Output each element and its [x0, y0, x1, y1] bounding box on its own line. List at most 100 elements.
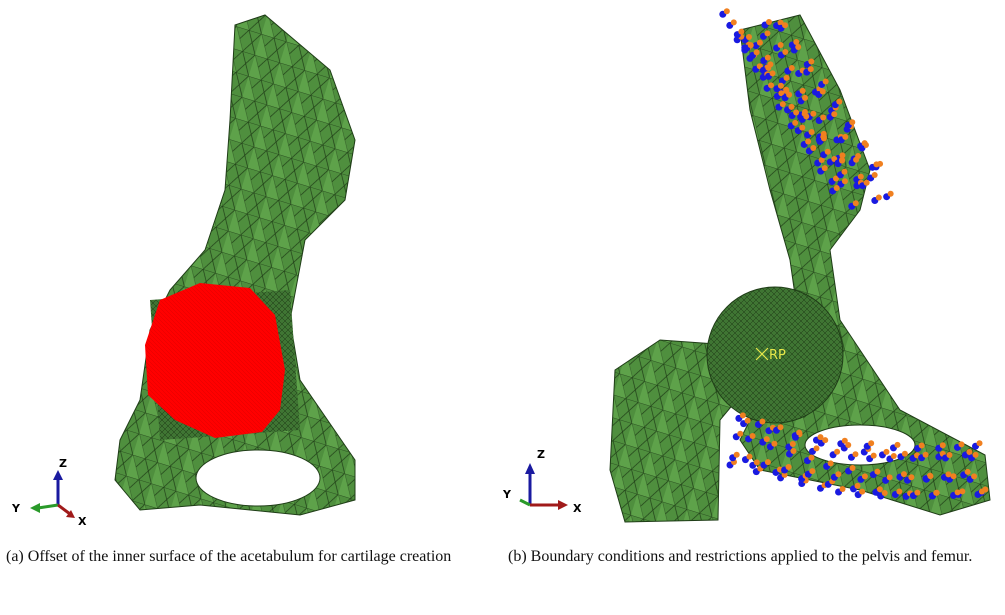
triad-y: Y: [502, 488, 512, 501]
bc-marker: [852, 451, 858, 457]
bc-marker: [923, 452, 929, 458]
bc-marker: [754, 49, 760, 55]
bc-marker: [853, 157, 859, 163]
bc-marker: [802, 95, 808, 101]
bc-marker: [724, 8, 730, 14]
bc-marker: [757, 40, 763, 46]
bc-marker: [825, 149, 831, 155]
bc-marker: [786, 464, 792, 470]
bc-marker: [927, 473, 933, 479]
bc-marker: [828, 460, 834, 466]
bc-marker: [777, 424, 783, 430]
bc-marker: [765, 55, 771, 61]
bc-marker: [817, 434, 823, 440]
bc-marker: [979, 488, 985, 494]
bc-marker: [839, 158, 845, 164]
page: RP Z Y X Z Y X (a) Offset of the inner s…: [0, 0, 1005, 615]
bc-marker: [750, 433, 756, 439]
triad-z: Z: [59, 457, 67, 470]
bc-marker: [790, 441, 796, 447]
bc-marker: [946, 452, 952, 458]
bc-marker: [734, 452, 740, 458]
bc-marker: [810, 111, 816, 117]
bc-marker: [842, 438, 848, 444]
bc-marker: [803, 113, 809, 119]
bc-marker: [966, 449, 972, 455]
bc-marker: [805, 138, 811, 144]
bc-marker: [842, 178, 848, 184]
caption: (b) Boundary conditions and restrictions…: [508, 546, 1003, 568]
bc-marker: [766, 19, 772, 25]
bc-marker: [771, 441, 777, 447]
bc-marker: [945, 471, 951, 477]
bc-marker: [951, 473, 957, 479]
bc-marker: [782, 22, 788, 28]
bc-marker: [790, 448, 796, 454]
bc-marker: [786, 92, 792, 98]
bc-marker: [746, 34, 752, 40]
bc-marker: [933, 490, 939, 496]
bc-marker: [940, 442, 946, 448]
bc-marker: [808, 66, 814, 72]
triad-z: Z: [537, 448, 545, 461]
bc-marker: [740, 412, 746, 418]
bc-marker: [782, 49, 788, 55]
bc-marker: [788, 104, 794, 110]
caption: (a) Offset of the inner surface of the a…: [6, 546, 481, 568]
bc-marker: [800, 88, 806, 94]
bc-marker: [836, 99, 842, 105]
bc-marker: [955, 489, 961, 495]
bc-marker: [792, 120, 798, 126]
bc-marker: [813, 445, 819, 451]
bc-marker: [768, 82, 774, 88]
bc-marker: [887, 474, 893, 480]
axis-triad: Z Y X: [11, 457, 87, 528]
bc-marker: [823, 78, 829, 84]
rp-label: RP: [769, 348, 786, 363]
bc-marker: [849, 119, 855, 125]
bc-marker: [874, 469, 880, 475]
bc-marker: [858, 174, 864, 180]
bc-marker: [754, 459, 760, 465]
bc-marker: [808, 455, 814, 461]
bc-marker: [908, 474, 914, 480]
bc-marker: [835, 471, 841, 477]
bc-marker: [965, 469, 971, 475]
bc-marker: [901, 471, 907, 477]
bc-marker: [882, 490, 888, 496]
bc-marker: [770, 70, 776, 76]
bc-marker: [872, 172, 878, 178]
bc-marker: [868, 440, 874, 446]
bc-marker: [877, 486, 883, 492]
bc-marker: [841, 169, 847, 175]
bc-marker: [765, 459, 771, 465]
bc-marker: [789, 65, 795, 71]
bc-marker: [883, 449, 889, 455]
bc-marker: [793, 39, 799, 45]
bc-marker: [873, 161, 879, 167]
axis-triad: Z Y X: [502, 448, 582, 515]
triad-x: X: [78, 515, 87, 528]
bc-marker: [799, 125, 805, 131]
figure: RP Z Y X Z Y X: [0, 0, 1005, 535]
bc-marker: [834, 185, 840, 191]
bc-marker: [731, 19, 737, 25]
bc-marker: [891, 453, 897, 459]
bc-marker: [854, 483, 860, 489]
bc-marker: [764, 436, 770, 442]
bc-marker: [784, 75, 790, 81]
bc-marker: [853, 200, 859, 206]
bc-marker: [809, 468, 815, 474]
bc-marker: [834, 449, 840, 455]
bc-marker: [820, 89, 826, 95]
bc-marker: [840, 486, 846, 492]
bc-marker: [822, 165, 828, 171]
bc-marker: [919, 442, 925, 448]
bc-marker: [778, 42, 784, 48]
bc-marker: [894, 442, 900, 448]
bc-marker: [746, 454, 752, 460]
pelvis-mesh: [115, 15, 355, 515]
bc-marker: [738, 29, 744, 35]
bc-marker: [842, 134, 848, 140]
triad-y: Y: [11, 502, 21, 515]
